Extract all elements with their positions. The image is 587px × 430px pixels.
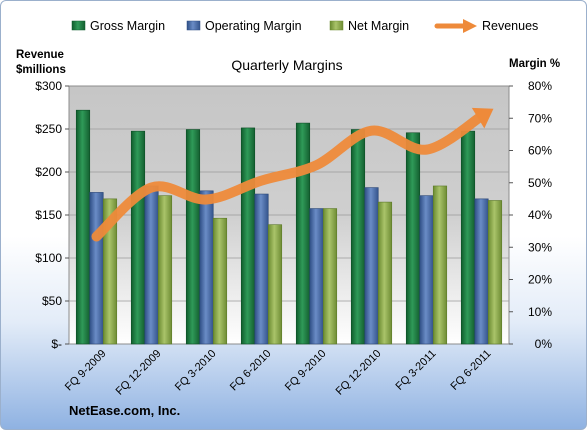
legend-swatch-gross-margin xyxy=(71,20,86,31)
bar-net-margin xyxy=(267,224,283,345)
left-tick-label: $200 xyxy=(35,165,62,179)
x-tick-label: FQ 6-2011 xyxy=(449,348,494,393)
left-tick-label: $150 xyxy=(35,208,62,222)
x-tick-label: FQ 6-2010 xyxy=(228,348,274,394)
bar-net-margin xyxy=(377,201,393,345)
legend-label-gross-margin: Gross Margin xyxy=(90,19,165,33)
bar-net-margin xyxy=(322,208,338,345)
bar-gross-margin xyxy=(460,130,476,345)
bar-gross-margin xyxy=(405,132,421,345)
legend-label-operating-margin: Operating Margin xyxy=(205,19,302,33)
bar-net-margin xyxy=(212,217,228,345)
chart-title: Quarterly Margins xyxy=(231,57,342,73)
left-tick-label: $300 xyxy=(35,79,62,93)
right-tick-label: 0% xyxy=(535,337,553,351)
legend: Gross Margin Operating Margin Net Margin… xyxy=(71,19,538,33)
x-tick-label: FQ 3-2011 xyxy=(394,348,439,393)
revenue-line xyxy=(91,107,494,242)
bar-gross-margin xyxy=(185,129,201,345)
right-tick-label: 30% xyxy=(528,240,552,254)
bar-operating-margin xyxy=(199,190,214,345)
x-tick-label: FQ 12-2010 xyxy=(334,348,384,398)
bar-operating-margin xyxy=(419,195,434,345)
legend-swatch-operating-margin xyxy=(186,20,201,31)
revenue-line-arrowhead xyxy=(471,107,494,129)
revenue-line-path xyxy=(91,111,487,242)
bars xyxy=(75,109,503,345)
legend-swatch-net-margin xyxy=(329,20,344,31)
x-tick-label: FQ 9-2010 xyxy=(283,348,329,394)
x-axis: FQ 9-2009 FQ 12-2009 FQ 3-2010 FQ 6-2010 FQ … xyxy=(63,348,494,398)
bar-gross-margin xyxy=(130,130,146,345)
bar-operating-margin xyxy=(364,187,379,345)
right-axis-title: Margin % xyxy=(509,58,560,70)
bar-operating-margin xyxy=(474,198,489,345)
bar-net-margin xyxy=(102,198,118,345)
bar-operating-margin xyxy=(309,208,324,345)
bar-net-margin xyxy=(157,195,173,345)
bar-gross-margin xyxy=(350,129,366,345)
x-tick-label: FQ 12-2009 xyxy=(114,348,164,398)
legend-arrow-revenues xyxy=(463,19,477,33)
right-tick-label: 60% xyxy=(528,144,552,158)
left-tick-label: $- xyxy=(51,337,62,351)
right-axis: 0% 10% 20% 30% 40% 50% 60% 70% 80% xyxy=(509,79,552,351)
left-tick-label: $50 xyxy=(42,294,62,308)
legend-label-revenues: Revenues xyxy=(482,19,538,33)
right-tick-label: 50% xyxy=(528,176,552,190)
left-axis: $- $50 $100 $150 $200 $250 $300 xyxy=(35,79,69,351)
bar-gross-margin xyxy=(75,109,91,345)
right-tick-label: 10% xyxy=(528,305,552,319)
left-tick-label: $100 xyxy=(35,251,62,265)
bar-operating-margin xyxy=(254,193,269,345)
x-tick-label: FQ 3-2010 xyxy=(173,348,219,394)
footer-company: NetEase.com, Inc. xyxy=(69,403,180,418)
left-tick-label: $250 xyxy=(35,122,62,136)
right-tick-label: 20% xyxy=(528,273,552,287)
bar-operating-margin xyxy=(144,185,159,345)
bar-gross-margin xyxy=(295,122,311,345)
bar-net-margin xyxy=(432,185,448,345)
left-axis-title-line2: $millions xyxy=(16,64,66,76)
legend-label-net-margin: Net Margin xyxy=(348,19,409,33)
right-tick-label: 70% xyxy=(528,111,552,125)
bar-gross-margin xyxy=(240,127,256,345)
right-tick-label: 40% xyxy=(528,208,552,222)
bar-net-margin xyxy=(487,200,503,345)
x-tick-label: FQ 9-2009 xyxy=(63,348,109,394)
right-tick-label: 80% xyxy=(528,79,552,93)
left-axis-title-line1: Revenue xyxy=(16,49,64,61)
bar-operating-margin xyxy=(89,192,104,345)
